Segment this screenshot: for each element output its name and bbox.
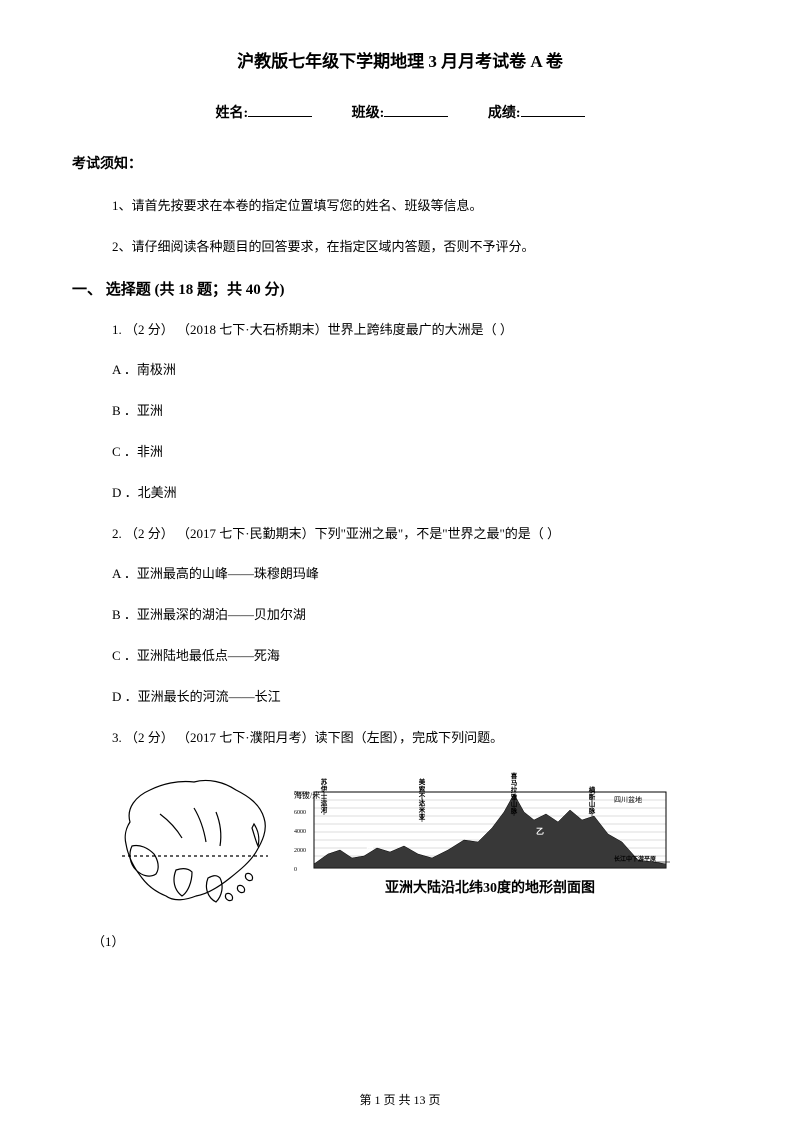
question-stem: 3. （2 分） （2017 七下·濮阳月考）读下图（左图），完成下列问题。: [112, 728, 728, 749]
exam-title: 沪教版七年级下学期地理 3 月月考试卷 A 卷: [72, 48, 728, 75]
option: A ．亚洲最高的山峰——珠穆朗玛峰: [112, 564, 728, 585]
option: D ．亚洲最长的河流——长江: [112, 687, 728, 708]
notice-header: 考试须知：: [72, 154, 728, 176]
notice-item: 2、请仔细阅读各种题目的回答要求，在指定区域内答题，否则不予评分。: [112, 237, 728, 258]
svg-text:4000: 4000: [294, 829, 306, 835]
option: C ．非洲: [112, 442, 728, 463]
name-blank[interactable]: [248, 116, 312, 117]
option: D ．北美洲: [112, 483, 728, 504]
score-label: 成绩:: [488, 106, 521, 121]
svg-text:四川盆地: 四川盆地: [614, 795, 642, 804]
svg-text:横: 横: [589, 785, 596, 794]
class-label: 班级:: [352, 106, 385, 121]
svg-text:马: 马: [511, 779, 518, 787]
question-stem: 2. （2 分） （2017 七下·民勤期末）下列"亚洲之最"，不是"世界之最"…: [112, 524, 728, 545]
section-header: 一、 选择题 (共 18 题；共 40 分): [72, 278, 728, 302]
class-blank[interactable]: [384, 116, 448, 117]
page-footer: 第 1 页 共 13 页: [0, 1091, 800, 1110]
svg-text:亚洲大陆沿北纬30度的地形剖面图: 亚洲大陆沿北纬30度的地形剖面图: [385, 879, 595, 896]
option: A ．南极洲: [112, 360, 728, 381]
footer-middle: 页 共: [380, 1093, 413, 1107]
student-info-row: 姓名: 班级: 成绩:: [72, 103, 728, 125]
svg-text:拉: 拉: [511, 785, 518, 794]
name-label: 姓名:: [215, 106, 248, 121]
svg-text:8000: 8000: [294, 791, 306, 797]
svg-text:苏: 苏: [321, 777, 328, 786]
svg-text:美: 美: [419, 777, 426, 786]
svg-text:2000: 2000: [294, 848, 306, 854]
figure-area: 海拔/米80006000400020000苏伊士运河美索不达米亚喜马拉雅山脉横断…: [112, 768, 728, 918]
option: B ．亚洲最深的湖泊——贝加尔湖: [112, 605, 728, 626]
svg-text:喜: 喜: [511, 771, 518, 780]
svg-text:甲: 甲: [366, 843, 374, 852]
svg-text:伊: 伊: [320, 784, 328, 793]
asia-map: [112, 768, 278, 918]
footer-suffix: 页: [426, 1093, 441, 1107]
footer-total: 13: [414, 1093, 426, 1107]
svg-text:0: 0: [294, 867, 297, 873]
svg-text:乙: 乙: [536, 827, 544, 836]
footer-prefix: 第: [359, 1093, 374, 1107]
svg-text:6000: 6000: [294, 810, 306, 816]
sub-question: （1）: [92, 932, 728, 953]
svg-text:长江中下游平原: 长江中下游平原: [614, 855, 656, 863]
option: C ．亚洲陆地最低点——死海: [112, 646, 728, 667]
terrain-profile-chart: 海拔/米80006000400020000苏伊士运河美索不达米亚喜马拉雅山脉横断…: [292, 768, 686, 918]
svg-text:索: 索: [419, 784, 426, 793]
score-blank[interactable]: [521, 116, 585, 117]
question-stem: 1. （2 分） （2018 七下·大石桥期末）世界上跨纬度最广的大洲是（ ）: [112, 320, 728, 341]
notice-item: 1、请首先按要求在本卷的指定位置填写您的姓名、班级等信息。: [112, 196, 728, 217]
option: B ．亚洲: [112, 401, 728, 422]
